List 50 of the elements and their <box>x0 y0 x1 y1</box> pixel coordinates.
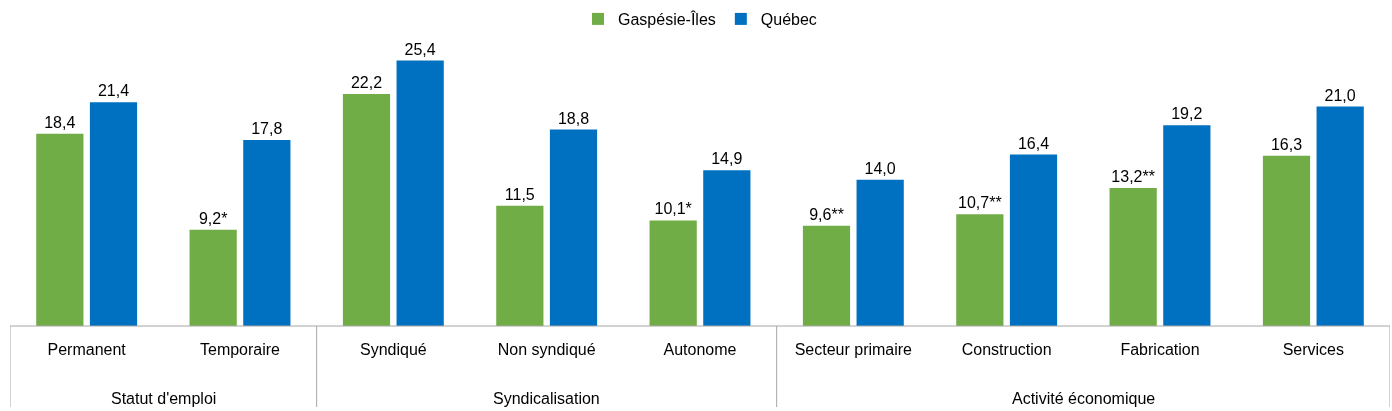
data-label: 19,2 <box>1171 105 1203 123</box>
bar <box>703 170 751 326</box>
bar <box>342 93 391 326</box>
data-label: 17,8 <box>251 119 283 137</box>
data-label: 11,5 <box>504 185 535 203</box>
data-label: 9,2* <box>198 209 228 227</box>
bar <box>243 139 291 326</box>
bar <box>856 179 904 326</box>
bar <box>89 102 138 326</box>
data-label: 10,1* <box>654 200 692 218</box>
x-tick-label: Construction <box>961 341 1052 358</box>
bar <box>549 129 598 326</box>
data-label: 18,8 <box>557 109 590 127</box>
data-label: 25,4 <box>404 40 436 58</box>
bar <box>1009 154 1058 326</box>
bar <box>1316 106 1364 326</box>
data-label: 13,2** <box>1111 168 1155 186</box>
data-label: 14,0 <box>864 159 896 177</box>
text: Activité économique <box>1012 390 1156 407</box>
data-label: 21,0 <box>1324 86 1356 104</box>
x-tick-label: Fabrication <box>1120 341 1200 358</box>
bar <box>189 229 237 326</box>
legend-label: Québec <box>760 11 817 29</box>
bar <box>36 133 84 326</box>
x-tick-label: Syndiqué <box>359 341 427 358</box>
bar <box>956 214 1004 326</box>
legend-label: Gaspésie-Îles <box>618 10 716 29</box>
text: Syndicalisation <box>493 390 600 407</box>
data-label: 16,4 <box>1017 134 1050 152</box>
bar <box>396 60 444 326</box>
data-label: 10,7** <box>958 194 1002 212</box>
data-label: 9,6** <box>809 205 844 223</box>
data-label: 16,3 <box>1270 135 1303 153</box>
text: Statut d'emploi <box>111 390 217 407</box>
bar <box>496 205 544 326</box>
data-label: 22,2 <box>350 73 383 91</box>
x-tick-label: Permanent <box>47 341 127 358</box>
data-label: 18,4 <box>44 113 76 131</box>
data-label: 21,4 <box>97 82 130 100</box>
bar <box>1262 155 1311 326</box>
bar <box>1163 125 1211 326</box>
x-tick-label: Temporaire <box>199 341 281 358</box>
bar <box>802 225 851 326</box>
bar <box>649 220 697 326</box>
x-tick-label: Secteur primaire <box>794 341 913 358</box>
x-tick-label: Non syndiqué <box>497 341 596 358</box>
x-tick-label: Services <box>1282 341 1345 358</box>
data-label: 14,9 <box>711 150 743 168</box>
bar <box>1109 188 1157 326</box>
x-tick-label: Autonome <box>663 341 737 358</box>
